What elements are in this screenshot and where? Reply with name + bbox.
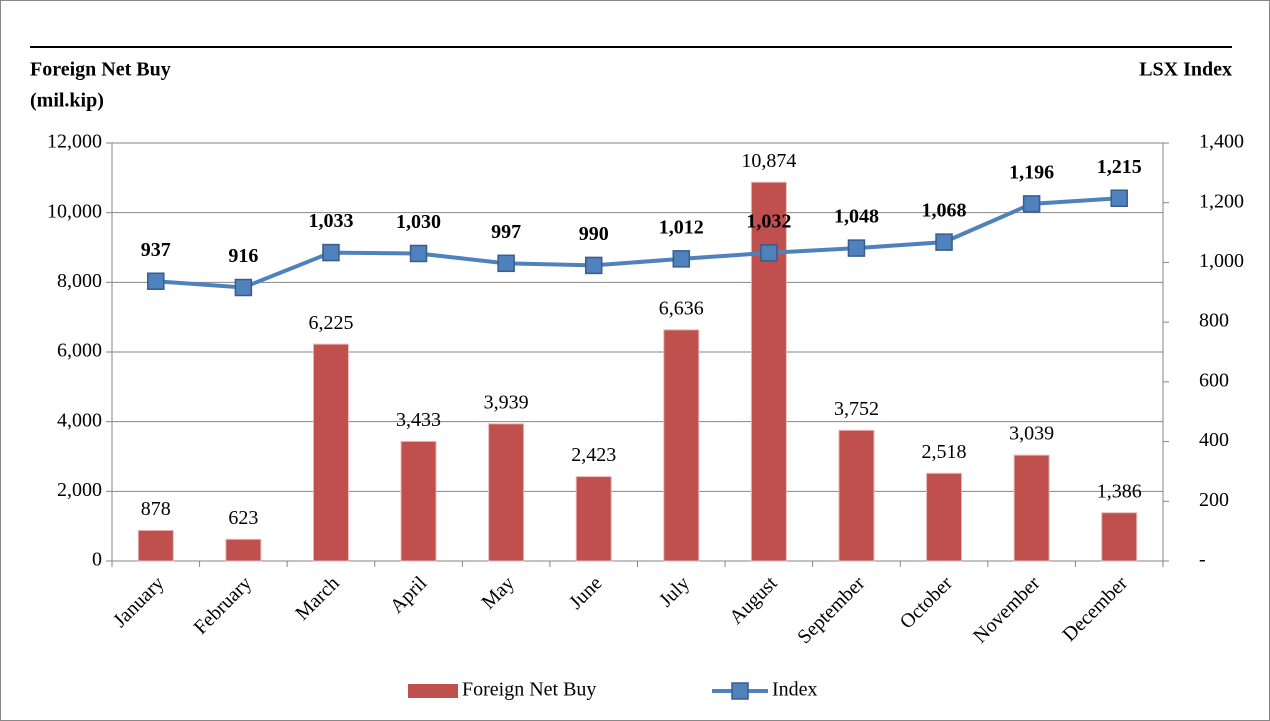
bar-value-label: 6,636	[659, 297, 704, 319]
bar	[663, 329, 700, 562]
y-tick-label: 8,000	[57, 270, 102, 292]
line-marker	[584, 256, 603, 275]
y2-tick-label: 600	[1199, 369, 1229, 391]
y2-axis-label: LSX Index	[1139, 59, 1232, 81]
bar-value-label: 878	[141, 498, 171, 520]
y2-tick-label: 400	[1199, 429, 1229, 451]
line-marker	[409, 244, 428, 263]
y2-tick-label: -	[1199, 549, 1206, 571]
line-marker	[497, 254, 515, 273]
line-value-label: 997	[491, 221, 521, 243]
line-value-label: 916	[228, 245, 258, 267]
line-value-label: 1,196	[1009, 162, 1054, 184]
bar	[750, 181, 787, 562]
bar	[1013, 454, 1050, 562]
y-tick-label: 12,000	[47, 131, 102, 153]
line-marker	[322, 243, 340, 262]
index-line	[155, 196, 1120, 290]
line-marker	[760, 244, 778, 262]
y-tick-label: 10,000	[47, 200, 102, 222]
y-tick-label: 0	[92, 549, 102, 571]
y-tick-label: 2,000	[57, 479, 102, 501]
legend-swatch	[408, 684, 458, 698]
line-marker	[234, 278, 253, 297]
y-axis-label: (mil.kip)	[30, 90, 104, 112]
bar	[575, 476, 612, 562]
bar-value-label: 623	[228, 507, 258, 529]
legend-label: Foreign Net Buy	[462, 679, 596, 701]
line-value-label: 1,030	[396, 211, 441, 233]
bar-value-label: 6,225	[308, 312, 353, 334]
line-value-label: 937	[141, 239, 171, 261]
line-marker	[935, 233, 953, 251]
y-axis-label: Foreign Net Buy	[30, 59, 171, 81]
bar	[926, 472, 963, 562]
bar-value-label: 3,752	[834, 398, 879, 420]
y2-tick-label: 200	[1199, 489, 1229, 511]
bar-value-label: 3,433	[396, 409, 441, 431]
line-marker	[1110, 189, 1128, 207]
y-tick-label: 4,000	[57, 409, 102, 431]
line-marker	[1022, 195, 1041, 213]
line-value-label: 990	[579, 223, 609, 245]
line-value-label: 1,033	[308, 210, 353, 232]
bar-value-label: 3,939	[484, 391, 529, 413]
bar-value-label: 3,039	[1009, 423, 1054, 445]
line-value-label: 1,012	[659, 216, 704, 238]
y2-tick-label: 1,000	[1199, 250, 1244, 272]
bar-value-label: 2,518	[922, 441, 967, 463]
bar	[225, 538, 262, 562]
line-marker	[672, 250, 691, 268]
line-value-label: 1,032	[746, 210, 791, 232]
y2-tick-label: 1,200	[1199, 190, 1244, 212]
line-marker	[147, 272, 165, 290]
bar-value-label: 1,386	[1097, 480, 1142, 502]
line-marker	[847, 239, 866, 257]
bar-value-label: 2,423	[571, 444, 616, 466]
bar-value-label: 10,874	[741, 150, 796, 172]
bar	[1101, 512, 1138, 562]
line-value-label: 1,215	[1097, 156, 1142, 178]
line-value-label: 1,048	[834, 206, 879, 228]
y2-tick-label: 1,400	[1199, 131, 1244, 153]
bar	[312, 343, 349, 562]
bar	[400, 440, 437, 562]
legend-label: Index	[772, 679, 818, 701]
bar	[488, 423, 525, 562]
legend-marker	[731, 682, 749, 700]
bar	[137, 529, 174, 562]
y-tick-label: 6,000	[57, 340, 102, 362]
bar	[838, 429, 875, 562]
line-value-label: 1,068	[922, 200, 967, 222]
y2-tick-label: 800	[1199, 310, 1229, 332]
